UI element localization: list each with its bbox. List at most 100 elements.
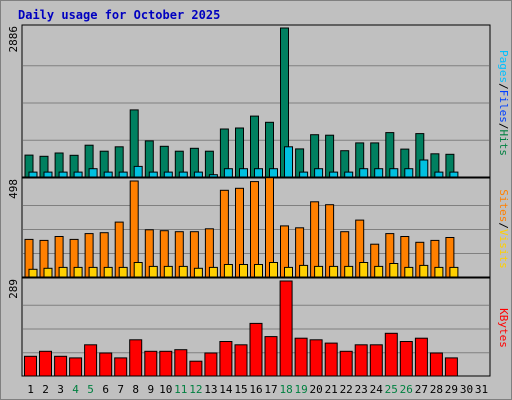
bar-sites-day-29 — [449, 266, 459, 278]
bar-sites-day-16 — [254, 264, 263, 278]
bar-kbytes-day-17 — [264, 336, 278, 377]
bar-sites-day-12 — [193, 267, 203, 278]
bar-pages-day-20 — [314, 168, 324, 178]
day-label-2: 2 — [42, 383, 49, 396]
bar-pages-day-17 — [269, 168, 278, 178]
bar-pages-day-2 — [43, 171, 53, 178]
bar-pages-day-7 — [118, 171, 128, 178]
day-label-9: 9 — [147, 383, 154, 396]
bar-kbytes-day-29 — [444, 357, 458, 377]
bar-sites-day-2 — [43, 267, 53, 278]
day-label-22: 22 — [340, 383, 353, 396]
bar-kbytes-day-18 — [279, 280, 293, 377]
bar-visits-day-14 — [219, 189, 229, 278]
panel-max-label: 498 — [7, 179, 20, 199]
bar-pages-day-29 — [449, 171, 459, 178]
bar-sites-day-18 — [284, 266, 293, 278]
day-label-3: 3 — [57, 383, 64, 396]
bar-pages-day-14 — [223, 168, 233, 178]
day-label-28: 28 — [430, 383, 443, 396]
bar-pages-day-23 — [359, 168, 369, 178]
bar-pages-day-4 — [73, 171, 83, 178]
legend-entry: Files — [497, 90, 510, 123]
bar-pages-day-15 — [239, 168, 248, 178]
bar-sites-day-3 — [58, 266, 68, 278]
bar-sites-day-4 — [73, 266, 83, 278]
bar-sites-day-27 — [419, 264, 429, 278]
bar-sites-day-21 — [329, 265, 339, 278]
day-label-25: 25 — [385, 383, 398, 396]
bar-sites-day-7 — [118, 266, 128, 278]
bar-pages-day-21 — [329, 171, 339, 178]
day-label-5: 5 — [87, 383, 94, 396]
panel-max-label: 289 — [7, 279, 20, 299]
day-label-16: 16 — [249, 383, 262, 396]
bar-pages-day-28 — [434, 171, 444, 178]
panel-visits-sites: 498 Sites/Visits — [7, 177, 510, 278]
bar-pages-day-18 — [284, 146, 293, 178]
bar-kbytes-day-9 — [144, 350, 158, 377]
day-label-7: 7 — [117, 383, 124, 396]
bar-pages-day-13 — [208, 174, 218, 178]
bar-sites-day-24 — [374, 265, 384, 278]
legend-entry: / — [497, 222, 510, 229]
panel-kbytes: 289 KBytes — [7, 277, 510, 377]
bar-pages-day-26 — [404, 168, 414, 178]
bar-pages-day-22 — [344, 171, 354, 178]
bar-kbytes-day-4 — [69, 357, 83, 377]
legend-entry: / — [497, 123, 510, 130]
day-label-13: 13 — [204, 383, 217, 396]
day-label-23: 23 — [355, 383, 368, 396]
bar-pages-day-27 — [419, 159, 429, 178]
bar-kbytes-day-25 — [384, 332, 398, 377]
bar-pages-day-12 — [193, 171, 203, 178]
day-label-15: 15 — [234, 383, 247, 396]
day-label-19: 19 — [294, 383, 307, 396]
day-label-11: 11 — [174, 383, 187, 396]
bar-sites-day-14 — [223, 264, 233, 278]
bar-sites-day-20 — [314, 265, 324, 278]
day-label-14: 14 — [219, 383, 233, 396]
bar-sites-day-1 — [28, 268, 38, 278]
bar-sites-day-25 — [389, 263, 399, 278]
bar-sites-day-15 — [239, 264, 248, 278]
bar-sites-day-9 — [148, 265, 158, 278]
bar-visits-day-15 — [235, 187, 244, 278]
day-label-31: 31 — [475, 383, 488, 396]
bar-sites-day-13 — [208, 266, 218, 278]
bar-kbytes-day-22 — [339, 350, 353, 377]
bar-sites-day-11 — [178, 265, 188, 278]
bar-pages-day-25 — [389, 168, 399, 178]
day-label-24: 24 — [370, 383, 384, 396]
legend-entry: / — [497, 83, 510, 90]
bar-pages-day-19 — [299, 171, 309, 178]
legend-entry: Pages — [497, 50, 510, 83]
day-label-18: 18 — [279, 383, 292, 396]
panel-legend: KBytes — [497, 308, 510, 348]
bar-sites-day-26 — [404, 266, 414, 278]
bar-sites-day-6 — [103, 266, 113, 278]
day-label-12: 12 — [189, 383, 202, 396]
legend-entry: KBytes — [497, 308, 510, 348]
day-label-6: 6 — [102, 383, 109, 396]
bar-hits-day-16 — [250, 115, 259, 178]
day-label-21: 21 — [325, 383, 338, 396]
bar-hits-day-13 — [204, 150, 214, 178]
chart-title: Daily usage for October 2025 — [18, 8, 220, 22]
day-label-10: 10 — [159, 383, 172, 396]
bar-kbytes-day-20 — [309, 339, 323, 377]
bar-sites-day-17 — [269, 262, 278, 278]
bar-pages-day-5 — [88, 168, 98, 178]
day-label-17: 17 — [264, 383, 277, 396]
bar-pages-day-6 — [103, 171, 113, 178]
bar-sites-day-5 — [88, 266, 98, 278]
day-label-30: 30 — [460, 383, 473, 396]
bar-kbytes-day-28 — [429, 352, 443, 377]
bar-kbytes-day-12 — [189, 360, 203, 377]
bar-kbytes-day-16 — [249, 322, 263, 377]
bar-kbytes-day-14 — [219, 341, 233, 377]
bar-pages-day-24 — [374, 168, 384, 178]
bar-visits-day-16 — [250, 181, 259, 278]
bar-pages-day-9 — [148, 171, 158, 178]
